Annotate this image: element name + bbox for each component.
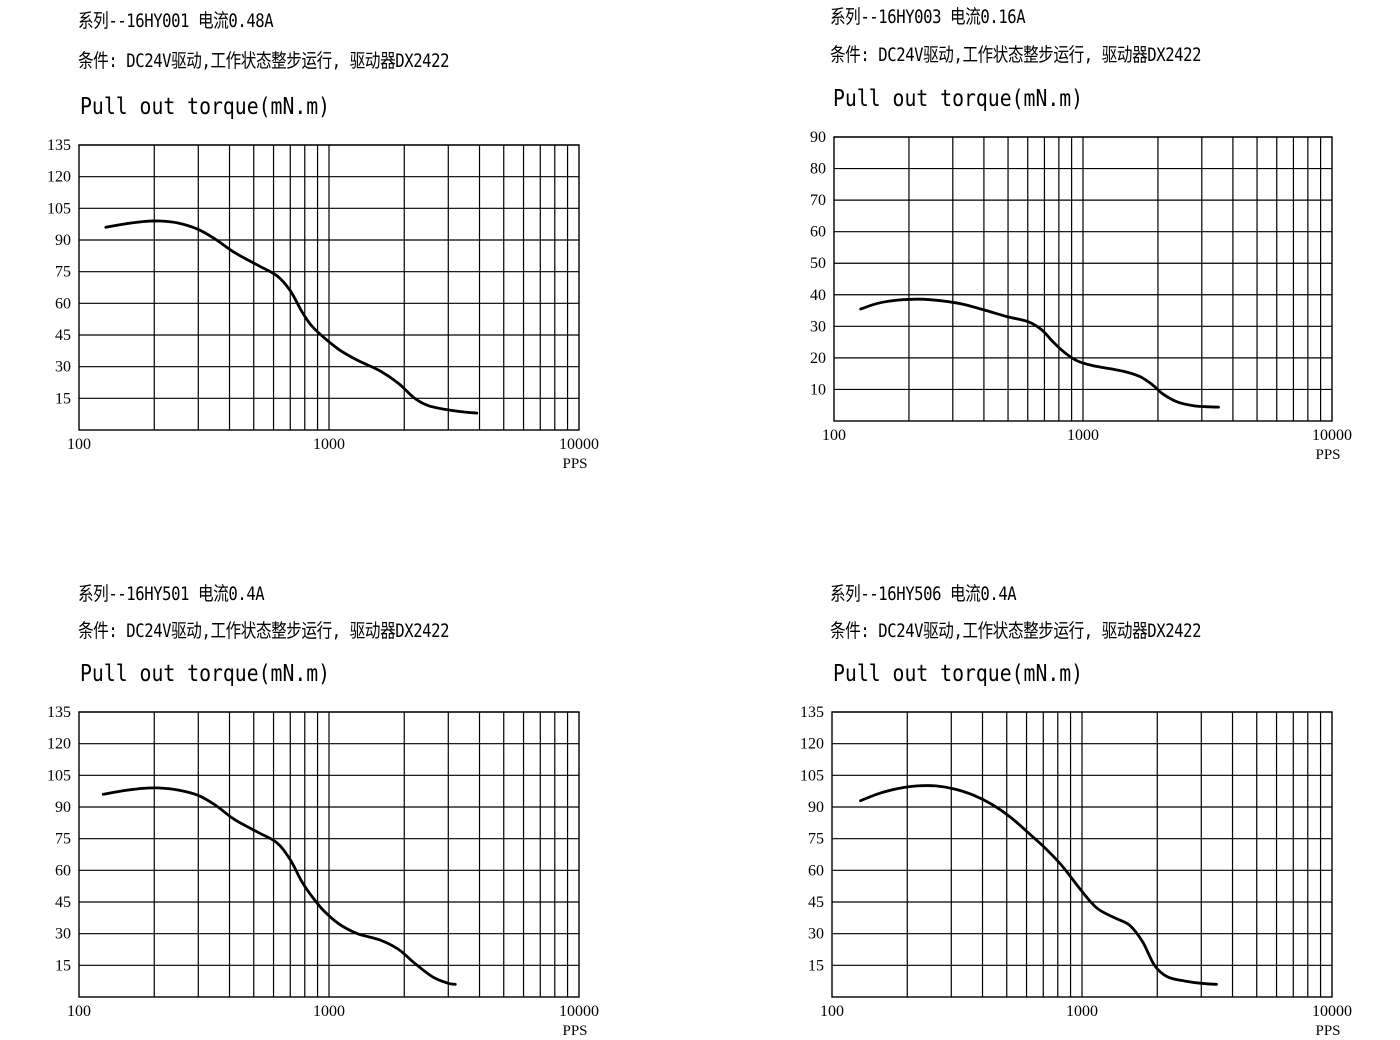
y-tick-label: 105 [47, 200, 71, 217]
chart-panel-16hy506: 系列--16HY506 电流0.4A 条件: DC24V驱动,工作状态整步运行,… [752, 520, 1400, 1040]
y-tick-label: 90 [808, 799, 824, 816]
y-tick-label: 135 [47, 137, 71, 154]
x-tick-label: 10000 [559, 1003, 599, 1020]
y-tick-label: 30 [55, 359, 71, 376]
x-tick-label: 10000 [1312, 427, 1352, 444]
y-tick-label: 90 [810, 129, 826, 146]
chart-panel-16hy501: 系列--16HY501 电流0.4A 条件: DC24V驱动,工作状态整步运行,… [0, 520, 700, 1040]
y-tick-label: 30 [808, 926, 824, 943]
y-tick-label: 60 [55, 862, 71, 879]
y-tick-label: 90 [55, 799, 71, 816]
y-tick-label: 60 [808, 862, 824, 879]
x-tick-label: 100 [822, 427, 846, 444]
series-label: 系列--16HY001 电流0.48A [78, 10, 274, 32]
x-axis-label: PPS [562, 456, 587, 472]
chart-svg: 15 30 45 60 75 90 105 120 135 100 1000 10000 PPS [47, 704, 599, 1039]
x-tick-label: 1000 [313, 1003, 345, 1020]
x-tick-label: 100 [67, 436, 91, 453]
series-label: 系列--16HY506 电流0.4A [830, 583, 1017, 605]
chart-panel-16hy003: 系列--16HY003 电流0.16A 条件: DC24V驱动,工作状态整步运行… [752, 0, 1400, 520]
y-tick-label: 20 [810, 350, 826, 367]
y-tick-label: 75 [55, 264, 71, 281]
conditions-text: 条件: DC24V驱动,工作状态整步运行, 驱动器DX2422 [78, 620, 450, 642]
y-tick-label: 60 [810, 224, 826, 241]
x-tick-label: 1000 [313, 436, 345, 453]
x-axis-label: PPS [562, 1023, 587, 1039]
y-tick-label: 40 [810, 287, 826, 304]
y-tick-label: 15 [808, 957, 824, 974]
torque-curve [101, 786, 457, 986]
chart-title: Pull out torque(mN.m) [80, 661, 331, 687]
x-tick-label: 100 [820, 1003, 844, 1020]
plot-frame [831, 711, 1333, 998]
y-tick-label: 75 [55, 831, 71, 848]
x-axis-label: PPS [1315, 447, 1340, 463]
torque-curve [859, 297, 1220, 409]
conditions-text: 条件: DC24V驱动,工作状态整步运行, 驱动器DX2422 [830, 44, 1202, 66]
x-tick-label: 100 [67, 1003, 91, 1020]
series-label: 系列--16HY003 电流0.16A [830, 6, 1026, 28]
chart-svg: 15 30 45 60 75 90 105 120 135 100 1000 10000 PPS [47, 137, 599, 472]
y-tick-label: 105 [47, 767, 71, 784]
plot-frame [833, 136, 1333, 422]
y-tick-label: 80 [810, 161, 826, 178]
series-label: 系列--16HY501 电流0.4A [78, 583, 265, 605]
y-tick-label: 15 [55, 957, 71, 974]
chart-svg: 15 30 45 60 75 90 105 120 135 100 1000 10000 PPS [800, 704, 1352, 1039]
plot-frame [78, 144, 580, 431]
conditions-text: 条件: DC24V驱动,工作状态整步运行, 驱动器DX2422 [830, 620, 1202, 642]
torque-curve [104, 219, 479, 415]
y-tick-label: 105 [800, 767, 824, 784]
x-tick-label: 1000 [1066, 1003, 1098, 1020]
conditions-text: 条件: DC24V驱动,工作状态整步运行, 驱动器DX2422 [78, 50, 450, 72]
chart-title: Pull out torque(mN.m) [833, 86, 1084, 112]
x-axis-label: PPS [1315, 1023, 1340, 1039]
x-tick-label: 10000 [559, 436, 599, 453]
y-tick-label: 45 [55, 327, 71, 344]
y-tick-label: 15 [55, 390, 71, 407]
y-tick-label: 45 [55, 894, 71, 911]
torque-curve [859, 784, 1218, 986]
y-tick-label: 135 [47, 704, 71, 721]
chart-title: Pull out torque(mN.m) [833, 661, 1084, 687]
chart-panel-16hy001: 系列--16HY001 电流0.48A 条件: DC24V驱动,工作状态整步运行… [0, 0, 700, 520]
y-tick-label: 10 [810, 381, 826, 398]
y-tick-label: 30 [55, 926, 71, 943]
x-tick-label: 10000 [1312, 1003, 1352, 1020]
x-tick-label: 1000 [1067, 427, 1099, 444]
plot-frame [78, 711, 580, 998]
y-tick-label: 30 [810, 318, 826, 335]
y-tick-label: 120 [800, 736, 824, 753]
y-tick-label: 50 [810, 255, 826, 272]
y-tick-label: 45 [808, 894, 824, 911]
y-tick-label: 60 [55, 295, 71, 312]
y-tick-label: 120 [47, 169, 71, 186]
chart-svg: 10 20 30 40 50 60 70 80 90 100 1000 10000 PPS [810, 129, 1352, 463]
y-tick-label: 120 [47, 736, 71, 753]
y-tick-label: 75 [808, 831, 824, 848]
chart-title: Pull out torque(mN.m) [80, 94, 331, 120]
y-tick-label: 70 [810, 192, 826, 209]
y-tick-label: 90 [55, 232, 71, 249]
y-tick-label: 135 [800, 704, 824, 721]
